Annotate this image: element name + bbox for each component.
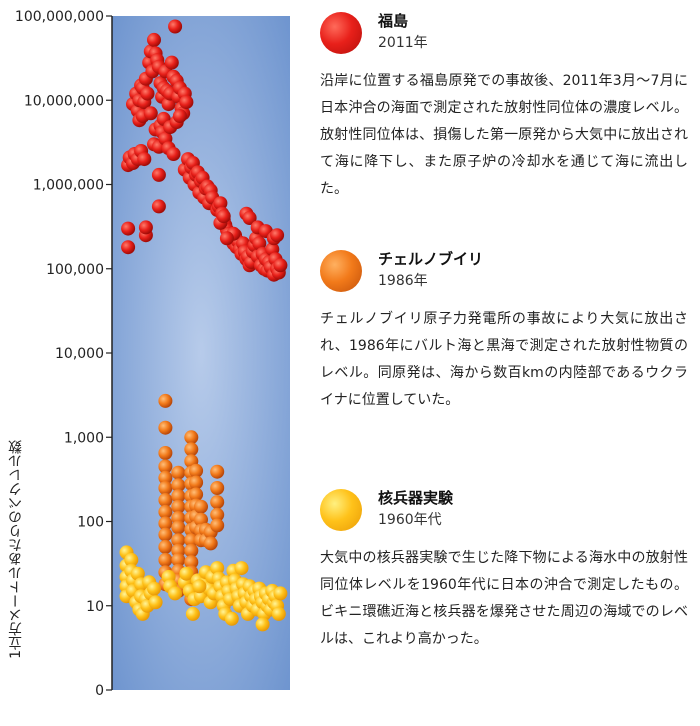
y-axis-label: 1立方メートルあたりのベクレル数	[8, 440, 24, 659]
chernobyl-point	[158, 481, 173, 495]
fukushima-point	[166, 147, 181, 161]
fukushima-point	[172, 109, 187, 123]
fukushima-point	[168, 19, 183, 34]
chernobyl-point	[171, 520, 186, 535]
y-tick-label: 1,000	[64, 430, 104, 446]
fukushima-point	[143, 106, 158, 121]
chernobyl-point	[184, 533, 199, 548]
nuclear-test-point	[273, 586, 288, 601]
legend-description: チェルノブイリ原子力発電所の事故により大気に放出され、1986年にバルト海と黒海…	[320, 311, 688, 408]
y-tick-label: 10	[86, 599, 104, 615]
orange-sphere-icon	[320, 250, 362, 292]
nuclear-test-point	[130, 566, 145, 581]
fukushima-point	[219, 231, 234, 246]
nuclear-test-point	[124, 552, 139, 567]
legend-year: 1986年	[378, 273, 428, 289]
legend-name: 核兵器実験	[378, 489, 454, 507]
chernobyl-point	[158, 393, 173, 408]
nuclear-test-point	[234, 561, 249, 576]
fukushima-point	[270, 228, 285, 243]
nuclear-test-point	[210, 561, 225, 576]
fukushima-point	[213, 196, 228, 211]
fukushima-point	[138, 220, 153, 235]
nuclear-test-point	[224, 611, 239, 626]
chernobyl-point	[158, 527, 173, 542]
nuclear-test-point	[255, 617, 270, 632]
fukushima-point	[147, 32, 161, 47]
fukushima-point	[252, 236, 267, 251]
chernobyl-point	[171, 499, 186, 514]
fukushima-point	[121, 240, 136, 255]
nuclear-test-point	[271, 606, 286, 621]
fukushima-point	[140, 86, 155, 101]
legend-year: 1960年代	[378, 512, 442, 528]
y-tick-label: 1,000,000	[33, 178, 104, 194]
y-tick-label: 100,000	[46, 262, 104, 278]
y-tick-label: 100	[77, 515, 104, 531]
chernobyl-point	[158, 539, 173, 554]
y-tick-label: 10,000	[55, 346, 104, 362]
chernobyl-point	[171, 478, 186, 493]
nuclear-test-point	[168, 586, 183, 601]
nuclear-test-point	[185, 606, 200, 621]
chernobyl-point	[158, 459, 173, 474]
chernobyl-point	[158, 552, 173, 567]
fukushima-point	[151, 199, 166, 214]
chernobyl-point	[184, 543, 199, 558]
chernobyl-point	[203, 536, 218, 551]
chernobyl-point	[194, 499, 208, 514]
chernobyl-point	[189, 487, 204, 502]
chernobyl-point	[171, 489, 186, 504]
fukushima-point	[179, 95, 194, 110]
y-tick-label: 0	[95, 683, 104, 699]
fukushima-point	[137, 152, 152, 167]
chernobyl-point	[184, 430, 199, 445]
chernobyl-point	[171, 552, 186, 567]
chernobyl-point	[210, 481, 225, 495]
fukushima-point	[151, 167, 166, 182]
red-sphere-icon	[320, 12, 362, 54]
legend-description: 大気中の核兵器実験で生じた降下物による海水中の放射性同位体レベルを1960年代に…	[320, 550, 688, 647]
chernobyl-point	[158, 504, 173, 519]
fukushima-point	[216, 209, 231, 224]
nuclear-test-point	[179, 566, 194, 581]
chernobyl-point	[158, 420, 173, 435]
nuclear-test-point	[192, 579, 207, 594]
y-tick-label: 10,000,000	[24, 93, 104, 109]
fukushima-point	[164, 55, 179, 70]
chernobyl-point	[210, 518, 225, 533]
legend-description: 沿岸に位置する福島原発での事故後、2011年3月〜7月に日本沖合の海面で測定され…	[320, 73, 688, 197]
chernobyl-point	[210, 464, 225, 479]
chernobyl-point	[171, 465, 186, 480]
chernobyl-point	[189, 463, 204, 478]
chernobyl-point	[171, 533, 186, 548]
nuclear-test-point	[147, 581, 161, 596]
chernobyl-point	[210, 507, 225, 522]
y-tick-label: 100,000,000	[15, 9, 104, 25]
fukushima-point	[121, 221, 136, 236]
fukushima-point	[161, 97, 176, 112]
chernobyl-point	[189, 475, 204, 490]
chernobyl-point	[184, 555, 199, 570]
legend-name: チェルノブイリ	[378, 250, 484, 268]
chernobyl-point	[158, 516, 173, 531]
legend-year: 2011年	[378, 35, 428, 51]
chernobyl-point	[210, 495, 225, 510]
chernobyl-point	[184, 442, 199, 457]
chernobyl-point	[158, 446, 173, 460]
legend-name: 福島	[378, 12, 409, 30]
fukushima-point	[242, 211, 257, 225]
fukushima-point	[273, 258, 288, 273]
yellow-sphere-icon	[320, 489, 362, 531]
chernobyl-point	[158, 493, 173, 507]
chernobyl-point	[158, 470, 173, 485]
nuclear-test-point	[148, 595, 163, 610]
